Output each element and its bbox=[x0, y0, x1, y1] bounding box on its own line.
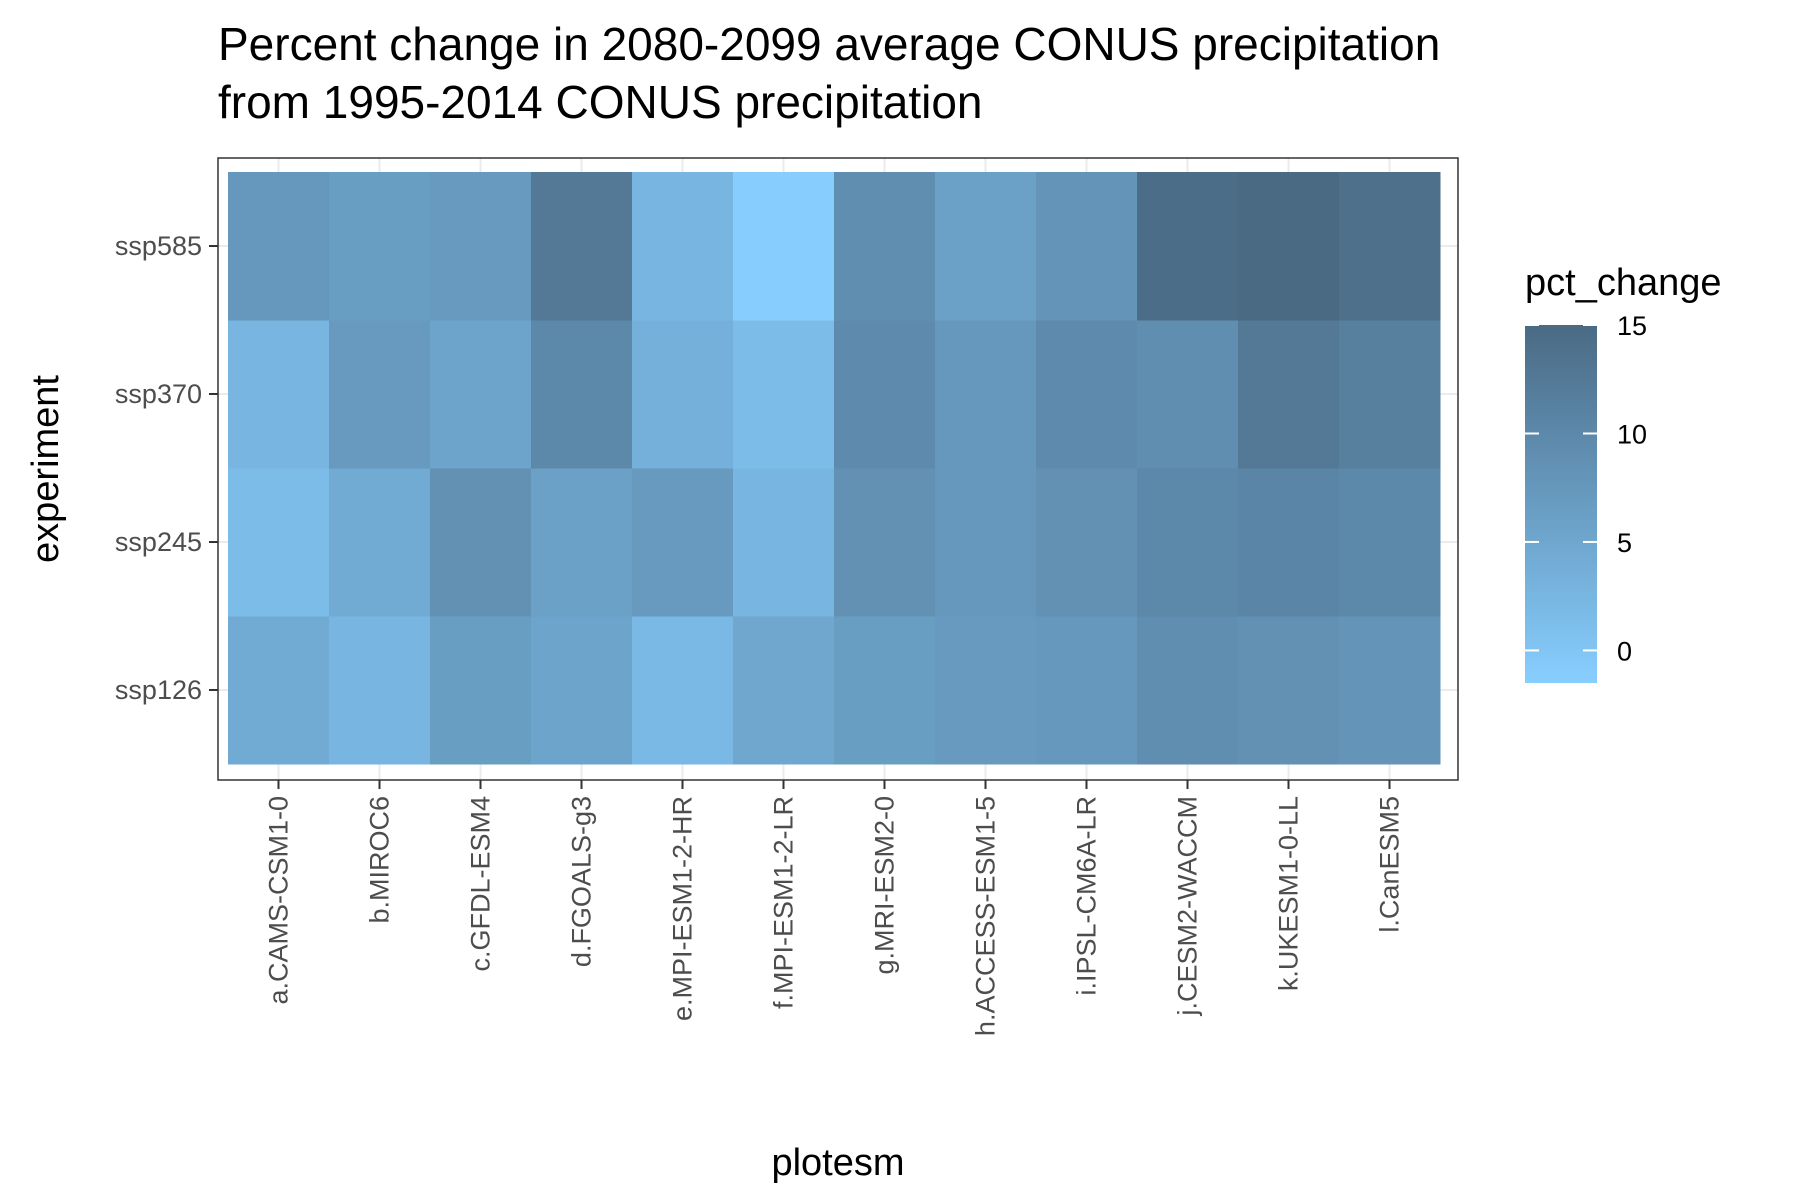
heatmap-cell-ssp245-9 bbox=[1036, 468, 1138, 617]
heatmap-cell-ssp126-1 bbox=[228, 616, 330, 765]
heatmap-cell-ssp585-1 bbox=[228, 172, 330, 321]
chart-title: Percent change in 2080-2099 average CONU… bbox=[218, 18, 1440, 128]
legend-tick-label: 15 bbox=[1617, 311, 1647, 341]
heatmap-cell-ssp585-11 bbox=[1238, 172, 1340, 321]
x-tick-label: f.MPI-ESM1-2-LR bbox=[769, 796, 799, 1009]
legend-tick-label: 10 bbox=[1617, 419, 1647, 449]
heatmap-cell-ssp585-4 bbox=[531, 172, 633, 321]
x-axis-title: plotesm bbox=[771, 1142, 904, 1184]
heatmap-cell-ssp126-3 bbox=[430, 616, 532, 765]
heatmap-cells bbox=[228, 172, 1441, 765]
heatmap-cell-ssp370-4 bbox=[531, 320, 633, 469]
heatmap-cell-ssp245-12 bbox=[1339, 468, 1441, 617]
heatmap-cell-ssp585-3 bbox=[430, 172, 532, 321]
heatmap-cell-ssp126-4 bbox=[531, 616, 633, 765]
heatmap-cell-ssp370-11 bbox=[1238, 320, 1340, 469]
heatmap-cell-ssp245-5 bbox=[632, 468, 734, 617]
heatmap-cell-ssp585-8 bbox=[935, 172, 1037, 321]
heatmap-cell-ssp126-11 bbox=[1238, 616, 1340, 765]
heatmap-cell-ssp245-10 bbox=[1137, 468, 1239, 617]
heatmap-cell-ssp126-10 bbox=[1137, 616, 1239, 765]
heatmap-cell-ssp585-2 bbox=[329, 172, 431, 321]
heatmap-cell-ssp245-2 bbox=[329, 468, 431, 617]
x-tick-label: a.CAMS-CSM1-0 bbox=[264, 796, 294, 1005]
x-tick-label: e.MPI-ESM1-2-HR bbox=[668, 796, 698, 1021]
heatmap-cell-ssp245-7 bbox=[834, 468, 936, 617]
heatmap-cell-ssp245-4 bbox=[531, 468, 633, 617]
x-tick-label: j.CESM2-WACCM bbox=[1173, 796, 1203, 1017]
chart-title-line2: from 1995-2014 CONUS precipitation bbox=[218, 76, 982, 128]
color-legend: pct_change 0 5 10 15 bbox=[1525, 262, 1722, 683]
heatmap-cell-ssp126-5 bbox=[632, 616, 734, 765]
heatmap-cell-ssp585-12 bbox=[1339, 172, 1441, 321]
y-tick-label: ssp126 bbox=[115, 675, 202, 705]
x-tick-label: g.MRI-ESM2-0 bbox=[870, 796, 900, 975]
x-tick-label: b.MIROC6 bbox=[365, 796, 395, 924]
heatmap-cell-ssp370-2 bbox=[329, 320, 431, 469]
heatmap-cell-ssp585-5 bbox=[632, 172, 734, 321]
heatmap-cell-ssp245-3 bbox=[430, 468, 532, 617]
heatmap-cell-ssp585-9 bbox=[1036, 172, 1138, 321]
heatmap-cell-ssp126-2 bbox=[329, 616, 431, 765]
heatmap-cell-ssp126-12 bbox=[1339, 616, 1441, 765]
heatmap-cell-ssp370-8 bbox=[935, 320, 1037, 469]
heatmap-cell-ssp585-6 bbox=[733, 172, 835, 321]
heatmap-cell-ssp245-1 bbox=[228, 468, 330, 617]
heatmap-cell-ssp370-3 bbox=[430, 320, 532, 469]
x-tick-label: h.ACCESS-ESM1-5 bbox=[971, 796, 1001, 1036]
y-axis: ssp126 ssp245 ssp370 ssp585 bbox=[115, 231, 218, 705]
heatmap-cell-ssp245-6 bbox=[733, 468, 835, 617]
x-axis: a.CAMS-CSM1-0 b.MIROC6 c.GFDL-ESM4 d.FGOALS… bbox=[264, 780, 1405, 1036]
x-tick-label: d.FGOALS-g3 bbox=[567, 796, 597, 967]
heatmap-cell-ssp370-1 bbox=[228, 320, 330, 469]
legend-tick-label: 0 bbox=[1617, 636, 1632, 666]
x-tick-label: k.UKESM1-0-LL bbox=[1274, 796, 1304, 991]
x-tick-label: l.CanESM5 bbox=[1375, 796, 1405, 933]
heatmap-cell-ssp126-6 bbox=[733, 616, 835, 765]
heatmap-cell-ssp126-9 bbox=[1036, 616, 1138, 765]
heatmap-cell-ssp585-10 bbox=[1137, 172, 1239, 321]
heatmap-cell-ssp245-8 bbox=[935, 468, 1037, 617]
heatmap-cell-ssp126-7 bbox=[834, 616, 936, 765]
legend-title: pct_change bbox=[1525, 262, 1722, 304]
y-axis-title: experiment bbox=[25, 375, 67, 563]
y-tick-label: ssp245 bbox=[115, 527, 202, 557]
chart-title-line1: Percent change in 2080-2099 average CONU… bbox=[218, 18, 1440, 70]
heatmap-cell-ssp370-5 bbox=[632, 320, 734, 469]
heatmap-cell-ssp370-6 bbox=[733, 320, 835, 469]
heatmap-cell-ssp245-11 bbox=[1238, 468, 1340, 617]
y-tick-label: ssp370 bbox=[115, 379, 202, 409]
legend-tick-label: 5 bbox=[1617, 528, 1632, 558]
legend-colorbar bbox=[1525, 325, 1597, 683]
x-tick-label: c.GFDL-ESM4 bbox=[466, 796, 496, 972]
x-tick-label: i.IPSL-CM6A-LR bbox=[1072, 796, 1102, 996]
y-tick-label: ssp585 bbox=[115, 231, 202, 261]
heatmap-cell-ssp370-10 bbox=[1137, 320, 1239, 469]
heatmap-cell-ssp370-9 bbox=[1036, 320, 1138, 469]
heatmap-cell-ssp585-7 bbox=[834, 172, 936, 321]
heatmap-cell-ssp370-12 bbox=[1339, 320, 1441, 469]
heatmap-cell-ssp370-7 bbox=[834, 320, 936, 469]
heatmap-cell-ssp126-8 bbox=[935, 616, 1037, 765]
panel-border bbox=[217, 157, 1459, 781]
